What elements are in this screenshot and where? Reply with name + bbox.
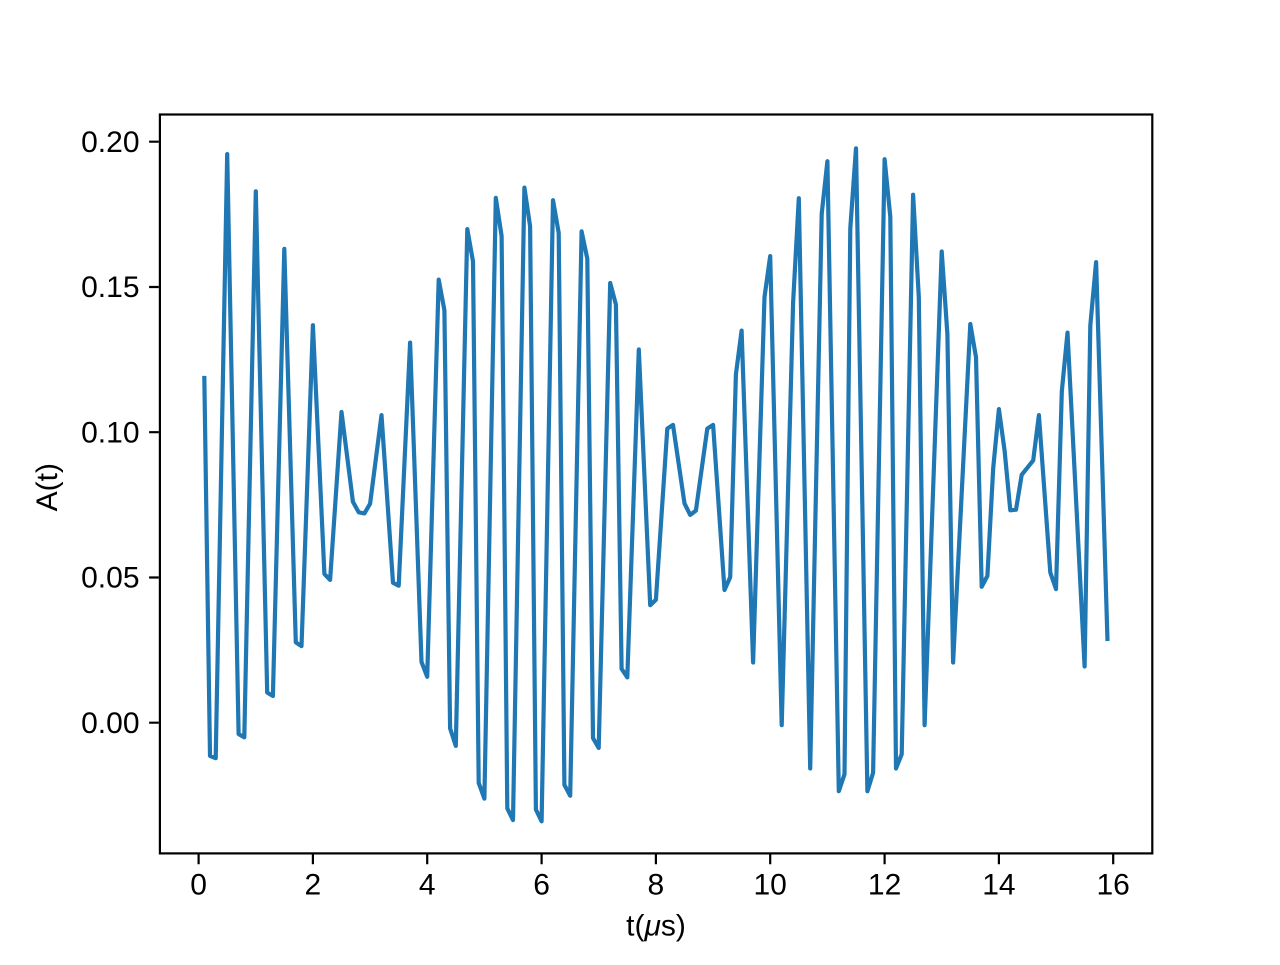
svg-text:14: 14 (982, 869, 1015, 902)
svg-text:16: 16 (1097, 869, 1130, 902)
svg-text:10: 10 (754, 869, 787, 902)
svg-text:0: 0 (190, 869, 207, 902)
svg-text:0.15: 0.15 (81, 271, 139, 304)
svg-text:0.05: 0.05 (81, 562, 139, 595)
svg-text:8: 8 (648, 869, 665, 902)
svg-text:6: 6 (533, 869, 550, 902)
svg-text:0.00: 0.00 (81, 707, 139, 740)
svg-text:4: 4 (419, 869, 436, 902)
svg-text:12: 12 (868, 869, 901, 902)
svg-text:0.10: 0.10 (81, 416, 139, 449)
svg-text:2: 2 (305, 869, 322, 902)
svg-text:t(μs): t(μs) (626, 910, 686, 943)
svg-text:0.20: 0.20 (81, 126, 139, 159)
svg-text:A(t): A(t) (31, 463, 64, 511)
